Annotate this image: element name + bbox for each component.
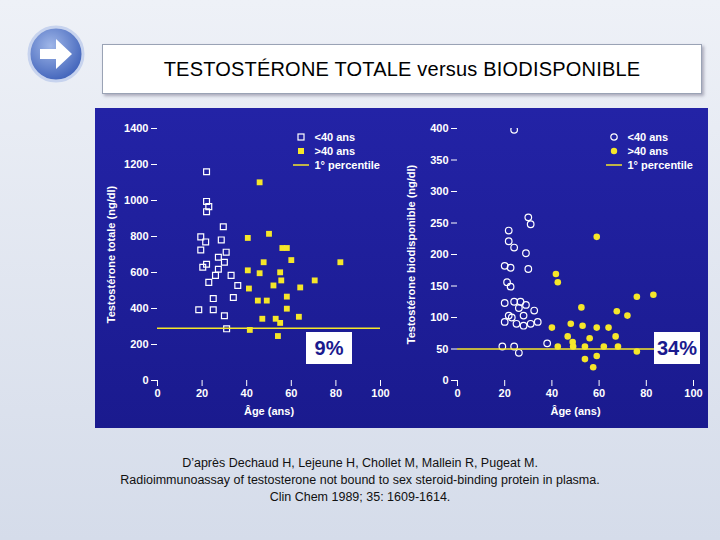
svg-text:0: 0 xyxy=(154,387,160,399)
svg-text:0: 0 xyxy=(442,374,448,386)
html-text:TESTOSTÉRONE TOTALE versus BIO: TESTOSTÉRONE TOTALE versus BIODISPONIBLE xyxy=(163,57,641,80)
svg-text:Testostérone totale (ng/dl): Testostérone totale (ng/dl) xyxy=(105,186,117,324)
svg-text:Testostérone biodisponible (ng: Testostérone biodisponible (ng/dl) xyxy=(405,164,417,344)
html-text:>40 ans: >40 ans xyxy=(314,145,356,157)
svg-text:1200: 1200 xyxy=(124,158,148,170)
svg-text:0: 0 xyxy=(142,374,148,386)
svg-text:1400: 1400 xyxy=(124,122,148,134)
svg-text:60: 60 xyxy=(285,387,297,399)
html-text:>40 ans: >40 ans xyxy=(627,145,669,157)
svg-text:100: 100 xyxy=(684,387,702,399)
svg-text:Âge (ans): Âge (ans) xyxy=(244,405,294,417)
html-text:9%: 9% xyxy=(314,336,344,359)
html-text:Radioimmunoassay of testostero: Radioimmunoassay of testosterone not bou… xyxy=(120,473,600,487)
svg-text:40: 40 xyxy=(546,387,558,399)
html-text:Clin Chem 1989; 35: 1609-1614.: Clin Chem 1989; 35: 1609-1614. xyxy=(269,490,451,504)
svg-text:80: 80 xyxy=(640,387,652,399)
svg-text:100: 100 xyxy=(371,387,389,399)
svg-text:600: 600 xyxy=(130,266,148,278)
svg-text:300: 300 xyxy=(430,185,448,197)
svg-text:Âge (ans): Âge (ans) xyxy=(550,405,600,417)
svg-text:100: 100 xyxy=(430,311,448,323)
svg-text:250: 250 xyxy=(430,217,448,229)
svg-text:350: 350 xyxy=(430,154,448,166)
svg-text:400: 400 xyxy=(130,302,148,314)
svg-text:50: 50 xyxy=(436,343,448,355)
svg-text:800: 800 xyxy=(130,230,148,242)
svg-text:200: 200 xyxy=(430,248,448,260)
svg-text:1000: 1000 xyxy=(124,194,148,206)
svg-text:40: 40 xyxy=(241,387,253,399)
html-text:<40 ans: <40 ans xyxy=(627,131,669,143)
html-text:D’après Dechaud H, Lejeune H,: D’après Dechaud H, Lejeune H, Chollet M,… xyxy=(182,456,538,470)
html-text:1° percentile: 1° percentile xyxy=(314,159,380,171)
svg-text:60: 60 xyxy=(593,387,605,399)
html-text:34%: 34% xyxy=(657,336,697,359)
html-text:<40 ans: <40 ans xyxy=(314,131,356,143)
html-text:1° percentile: 1° percentile xyxy=(627,159,693,171)
svg-text:150: 150 xyxy=(430,280,448,292)
svg-text:0: 0 xyxy=(454,387,460,399)
svg-text:400: 400 xyxy=(430,122,448,134)
svg-text:20: 20 xyxy=(196,387,208,399)
svg-text:200: 200 xyxy=(130,338,148,350)
svg-text:20: 20 xyxy=(499,387,511,399)
svg-text:80: 80 xyxy=(330,387,342,399)
